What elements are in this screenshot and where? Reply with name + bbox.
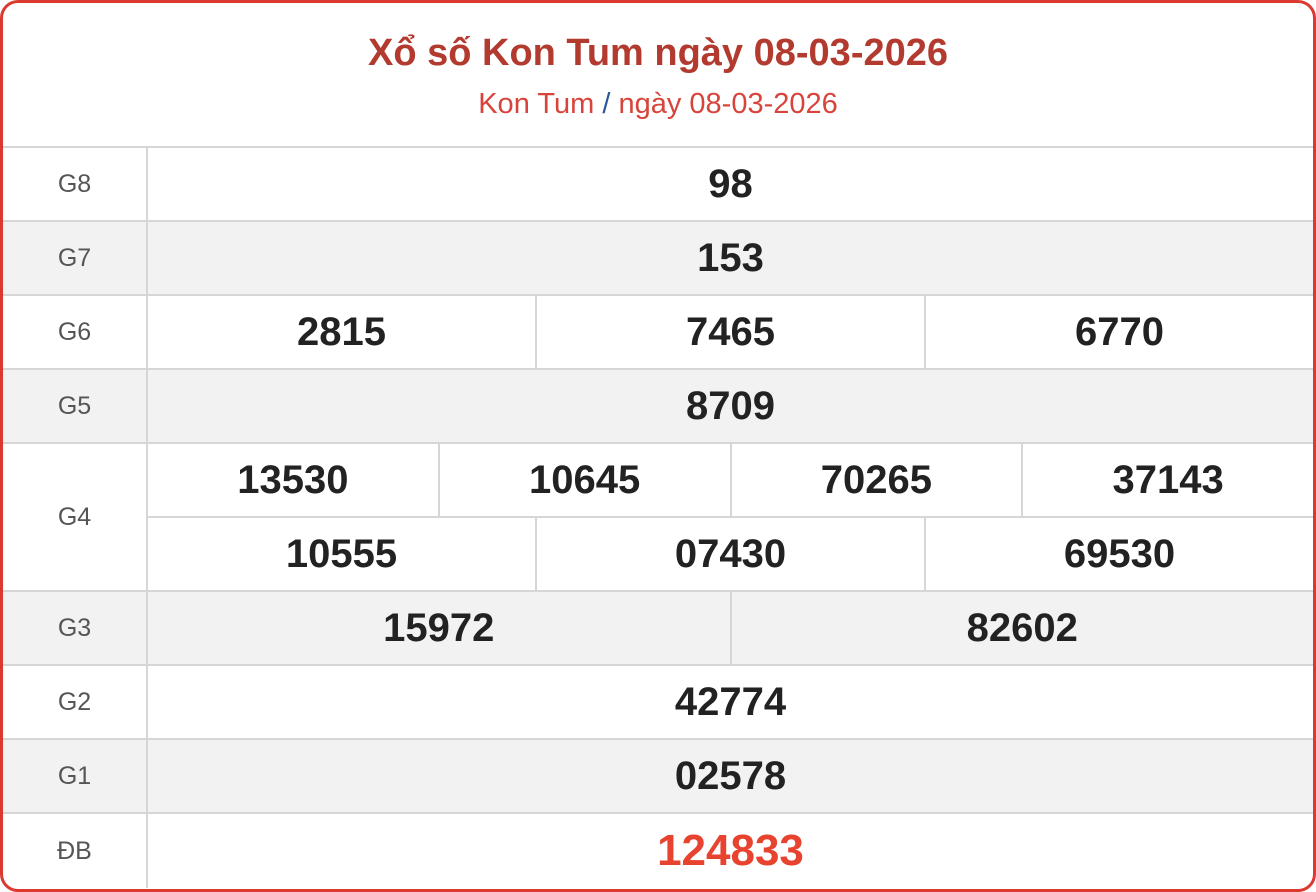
breadcrumb-date[interactable]: ngày 08-03-2026: [618, 88, 838, 120]
prize-number: 10645: [437, 444, 730, 516]
prize-label: ĐB: [3, 814, 148, 888]
prize-number: 70265: [729, 444, 1022, 516]
prize-row-đb: ĐB 124833: [3, 814, 1313, 888]
prize-number: 82602: [729, 592, 1314, 664]
prize-label: G6: [3, 296, 148, 368]
prize-row-g5: G5 8709: [3, 370, 1313, 444]
prize-number: 6770: [924, 296, 1313, 368]
prize-number: 07430: [535, 518, 924, 590]
prize-row-g8: G8 98: [3, 148, 1313, 222]
prize-number: 7465: [535, 296, 924, 368]
prize-number: 15972: [383, 605, 495, 650]
prize-number: 02578: [674, 753, 787, 798]
prize-label: G5: [3, 370, 148, 442]
prize-label: G3: [3, 592, 148, 664]
prize-label: G8: [3, 148, 148, 220]
prize-label: G7: [3, 222, 148, 294]
prize-row-g1: G1 02578: [3, 740, 1313, 814]
breadcrumb-province[interactable]: Kon Tum: [478, 88, 595, 120]
header: Xổ số Kon Tum ngày 08-03-2026 Kon Tum / …: [3, 3, 1313, 148]
prize-label: G1: [3, 740, 148, 812]
prize-number: 42774: [674, 679, 787, 724]
prize-number: 37143: [1021, 444, 1313, 516]
prize-label: G2: [3, 666, 148, 738]
prize-number: 153: [697, 235, 764, 280]
prize-number: 69530: [924, 518, 1313, 590]
prize-number: 13530: [237, 457, 349, 502]
page-title: Xổ số Kon Tum ngày 08-03-2026: [367, 32, 949, 74]
prize-row-g4: G4 13530 10645 70265 37143 10555 07430 69530: [3, 444, 1313, 592]
prize-row-g3: G3 15972 82602: [3, 592, 1313, 666]
special-prize-number: 124833: [657, 826, 804, 875]
results-table: G8 98 G7 153 G6 2815 7465 6770 G5 8709 G4 13530 1064…: [3, 148, 1313, 888]
prize-row-g7: G7 153: [3, 222, 1313, 296]
prize-label: G4: [3, 444, 148, 590]
prize-number: 98: [708, 161, 753, 206]
prize-row-g2: G2 42774: [3, 666, 1313, 740]
breadcrumb-separator: /: [602, 88, 611, 120]
prize-number: 10555: [285, 531, 398, 576]
prize-number: 8709: [686, 383, 775, 428]
prize-number: 2815: [297, 309, 386, 354]
prize-row-g6: G6 2815 7465 6770: [3, 296, 1313, 370]
breadcrumb: Kon Tum / ngày 08-03-2026: [3, 87, 1313, 121]
